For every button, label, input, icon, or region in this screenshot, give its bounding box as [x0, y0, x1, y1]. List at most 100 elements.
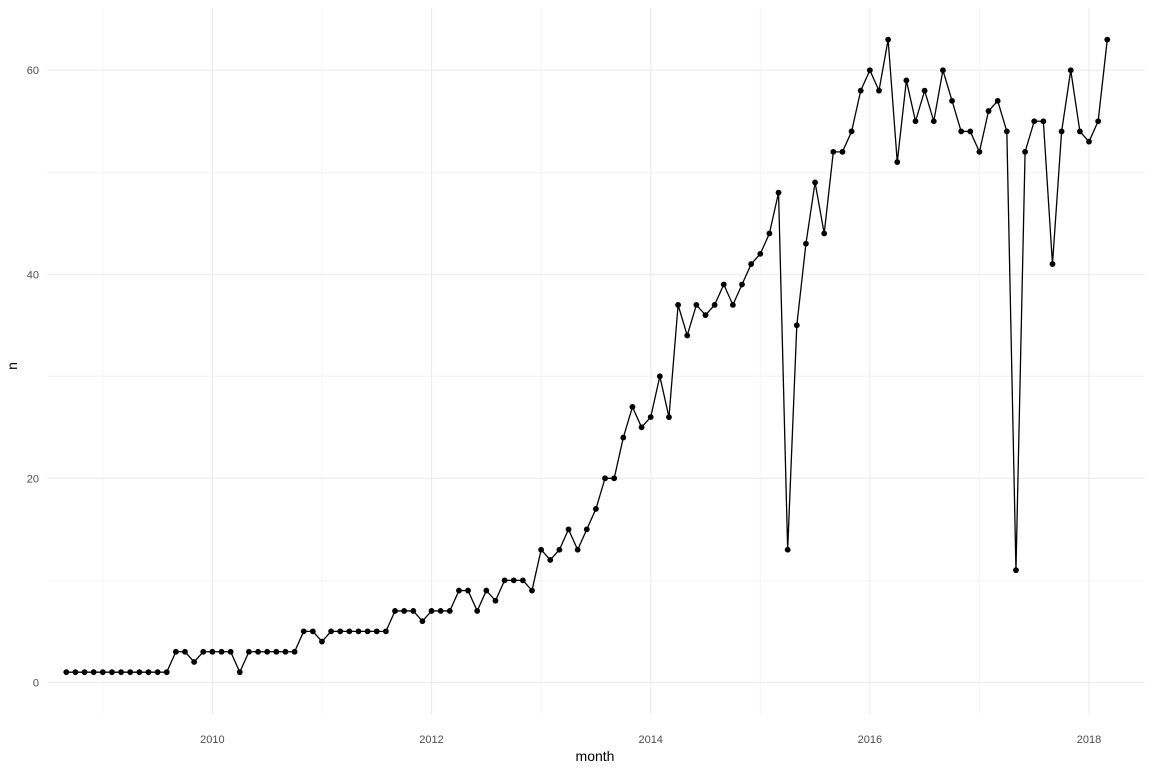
- data-point: [410, 608, 417, 614]
- data-point: [182, 648, 188, 655]
- data-point: [501, 577, 508, 584]
- data-point: [848, 128, 855, 135]
- data-point: [565, 526, 572, 533]
- data-point: [172, 648, 179, 655]
- data-point: [1022, 148, 1028, 155]
- data-point: [967, 128, 974, 135]
- data-point: [483, 587, 490, 594]
- data-point: [976, 148, 983, 155]
- data-point: [1049, 261, 1056, 267]
- data-point: [456, 587, 462, 594]
- data-point: [1095, 118, 1102, 125]
- data-point: [109, 669, 115, 676]
- data-point: [766, 230, 773, 237]
- data-point: [163, 669, 170, 676]
- data-point: [729, 301, 736, 308]
- data-point: [255, 648, 261, 655]
- data-point: [437, 608, 444, 614]
- data-point: [392, 608, 398, 614]
- data-point: [529, 587, 535, 594]
- data-point: [328, 628, 334, 635]
- data-point: [702, 312, 709, 318]
- data-point: [63, 669, 70, 676]
- data-point: [638, 424, 645, 431]
- data-point: [876, 87, 882, 94]
- data-point: [748, 261, 755, 267]
- data-point: [273, 648, 280, 655]
- data-point: [866, 67, 873, 74]
- data-point: [346, 628, 353, 635]
- data-point: [930, 118, 937, 125]
- data-point: [693, 301, 700, 308]
- data-point: [593, 506, 599, 512]
- data-point: [629, 404, 636, 410]
- data-point: [958, 128, 965, 135]
- data-point: [949, 97, 955, 104]
- data-point: [474, 608, 481, 614]
- data-point: [711, 301, 718, 308]
- data-point: [830, 148, 837, 155]
- data-point: [118, 669, 124, 676]
- data-point: [419, 618, 426, 625]
- data-point: [720, 281, 727, 288]
- data-point: [510, 577, 517, 584]
- data-point: [739, 281, 745, 288]
- data-point: [812, 179, 818, 186]
- y-tick-label: 0: [33, 677, 39, 689]
- series-line: [66, 38, 1108, 673]
- data-point: [145, 669, 152, 676]
- data-point: [821, 230, 828, 237]
- grid-lines: [47, 8, 1145, 714]
- data-point: [1003, 128, 1010, 135]
- x-tick-label: 2018: [1077, 734, 1101, 746]
- data-point: [1013, 567, 1019, 574]
- data-point: [994, 97, 1001, 104]
- series-layer: [63, 36, 1111, 676]
- data-point: [547, 557, 554, 563]
- data-point: [666, 414, 672, 421]
- data-point: [81, 669, 88, 676]
- y-tick-label: 60: [27, 65, 39, 77]
- data-point: [401, 608, 408, 614]
- data-point: [775, 189, 782, 196]
- x-tick-label: 2012: [419, 734, 443, 746]
- data-point: [903, 77, 910, 84]
- x-axis-ticks: 2010 2012 2014 2016 2018: [200, 734, 1101, 746]
- data-point: [136, 669, 143, 676]
- data-point: [793, 322, 800, 329]
- x-tick-label: 2014: [638, 734, 662, 746]
- data-point: [1058, 128, 1065, 135]
- data-point: [319, 638, 325, 645]
- data-point: [209, 648, 216, 655]
- data-point: [246, 648, 252, 655]
- data-point: [264, 648, 271, 655]
- data-point: [583, 526, 590, 533]
- data-point: [684, 332, 691, 339]
- data-point: [355, 628, 362, 635]
- data-point: [90, 669, 97, 676]
- data-point: [519, 577, 526, 584]
- data-point: [373, 628, 380, 635]
- data-point: [1067, 67, 1074, 74]
- data-point: [1086, 138, 1092, 145]
- data-point: [784, 546, 791, 553]
- data-point: [857, 87, 864, 94]
- data-point: [200, 648, 207, 655]
- data-point: [574, 546, 581, 553]
- data-point: [154, 669, 161, 676]
- y-tick-label: 20: [27, 473, 39, 485]
- data-point: [985, 108, 992, 114]
- data-point: [556, 546, 563, 553]
- data-point: [218, 648, 225, 655]
- y-tick-label: 40: [27, 269, 39, 281]
- data-point: [1076, 128, 1083, 135]
- x-axis-title: month: [576, 748, 615, 764]
- data-point: [300, 628, 307, 635]
- data-point: [803, 240, 809, 247]
- data-point: [839, 148, 846, 155]
- data-point: [912, 118, 919, 125]
- data-point: [337, 628, 344, 635]
- data-point: [428, 608, 435, 614]
